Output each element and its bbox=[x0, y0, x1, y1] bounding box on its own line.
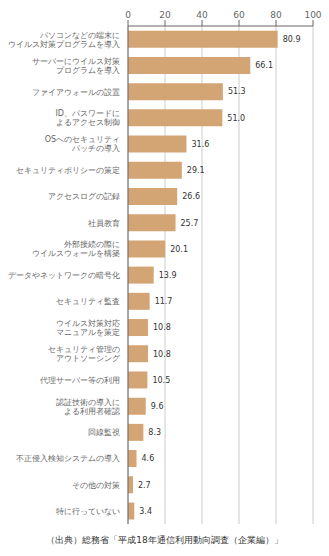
svg-text:データやネットワークの暗号化: データやネットワークの暗号化 bbox=[8, 271, 120, 280]
svg-text:OSへのセキュリティパッチの導入: OSへのセキュリティパッチの導入 bbox=[45, 135, 120, 153]
html-text:（出典）総務省「平成18年通信利用動向調査（企業編）」: （出典）総務省「平成18年通信利用動向調査（企業編）」 bbox=[46, 535, 283, 545]
svg-text:20: 20 bbox=[159, 10, 171, 20]
svg-text:25.7: 25.7 bbox=[181, 219, 199, 228]
svg-text:0: 0 bbox=[125, 10, 131, 20]
svg-text:セキュリティポリシーの策定: セキュリティポリシーの策定 bbox=[16, 166, 120, 175]
svg-text:8.3: 8.3 bbox=[148, 428, 161, 437]
svg-text:パソコンなどの端末にウイルス対策プログラムを導入: パソコンなどの端末にウイルス対策プログラムを導入 bbox=[8, 30, 120, 48]
svg-text:66.1: 66.1 bbox=[255, 61, 273, 70]
svg-text:11.7: 11.7 bbox=[155, 297, 173, 306]
svg-text:20.1: 20.1 bbox=[170, 245, 188, 254]
svg-text:51.0: 51.0 bbox=[227, 114, 245, 123]
svg-text:40: 40 bbox=[196, 10, 208, 20]
svg-text:10.5: 10.5 bbox=[152, 376, 170, 385]
svg-text:26.6: 26.6 bbox=[182, 192, 200, 201]
svg-text:31.6: 31.6 bbox=[191, 140, 209, 149]
svg-text:80: 80 bbox=[270, 10, 282, 20]
svg-text:セキュリティ管理のアウトソーシング: セキュリティ管理のアウトソーシング bbox=[48, 345, 121, 363]
svg-text:回線監視: 回線監視 bbox=[88, 428, 120, 437]
svg-text:不正侵入検知システムの導入: 不正侵入検知システムの導入 bbox=[16, 454, 120, 463]
svg-text:80.9: 80.9 bbox=[283, 35, 301, 44]
svg-text:2.7: 2.7 bbox=[138, 481, 151, 490]
svg-text:その他の対策: その他の対策 bbox=[72, 480, 120, 489]
svg-text:29.1: 29.1 bbox=[187, 166, 205, 175]
svg-text:代理サーバー等の利用: 代理サーバー等の利用 bbox=[39, 375, 120, 384]
svg-text:セキュリティ監査: セキュリティ監査 bbox=[56, 297, 120, 306]
svg-text:特に行っていない: 特に行っていない bbox=[56, 506, 120, 515]
svg-text:4.6: 4.6 bbox=[142, 454, 155, 463]
svg-text:アクセスログの記録: アクセスログの記録 bbox=[48, 192, 120, 201]
svg-text:社員教育: 社員教育 bbox=[88, 218, 120, 227]
svg-text:サーバーにウイルス対策プログラムを導入: サーバーにウイルス対策プログラムを導入 bbox=[32, 56, 120, 74]
svg-text:ウイルス対策対応マニュアルを策定: ウイルス対策対応マニュアルを策定 bbox=[56, 318, 120, 336]
svg-text:13.9: 13.9 bbox=[159, 271, 177, 280]
svg-text:100: 100 bbox=[304, 10, 321, 20]
svg-text:3.4: 3.4 bbox=[139, 507, 152, 516]
svg-text:10.8: 10.8 bbox=[153, 323, 171, 332]
svg-text:外部接続の際にウイルスウォールを構築: 外部接続の際にウイルスウォールを構築 bbox=[32, 240, 120, 258]
svg-text:ファイアウォールの設置: ファイアウォールの設置 bbox=[32, 87, 120, 96]
svg-text:10.8: 10.8 bbox=[153, 350, 171, 359]
svg-text:認証技術の導入による利用者確認: 認証技術の導入による利用者確認 bbox=[56, 397, 120, 415]
svg-text:51.3: 51.3 bbox=[228, 87, 246, 96]
svg-text:9.6: 9.6 bbox=[151, 402, 164, 411]
svg-text:ID、パスワードによるアクセス制御: ID、パスワードによるアクセス制御 bbox=[55, 109, 120, 127]
svg-text:60: 60 bbox=[233, 10, 245, 20]
